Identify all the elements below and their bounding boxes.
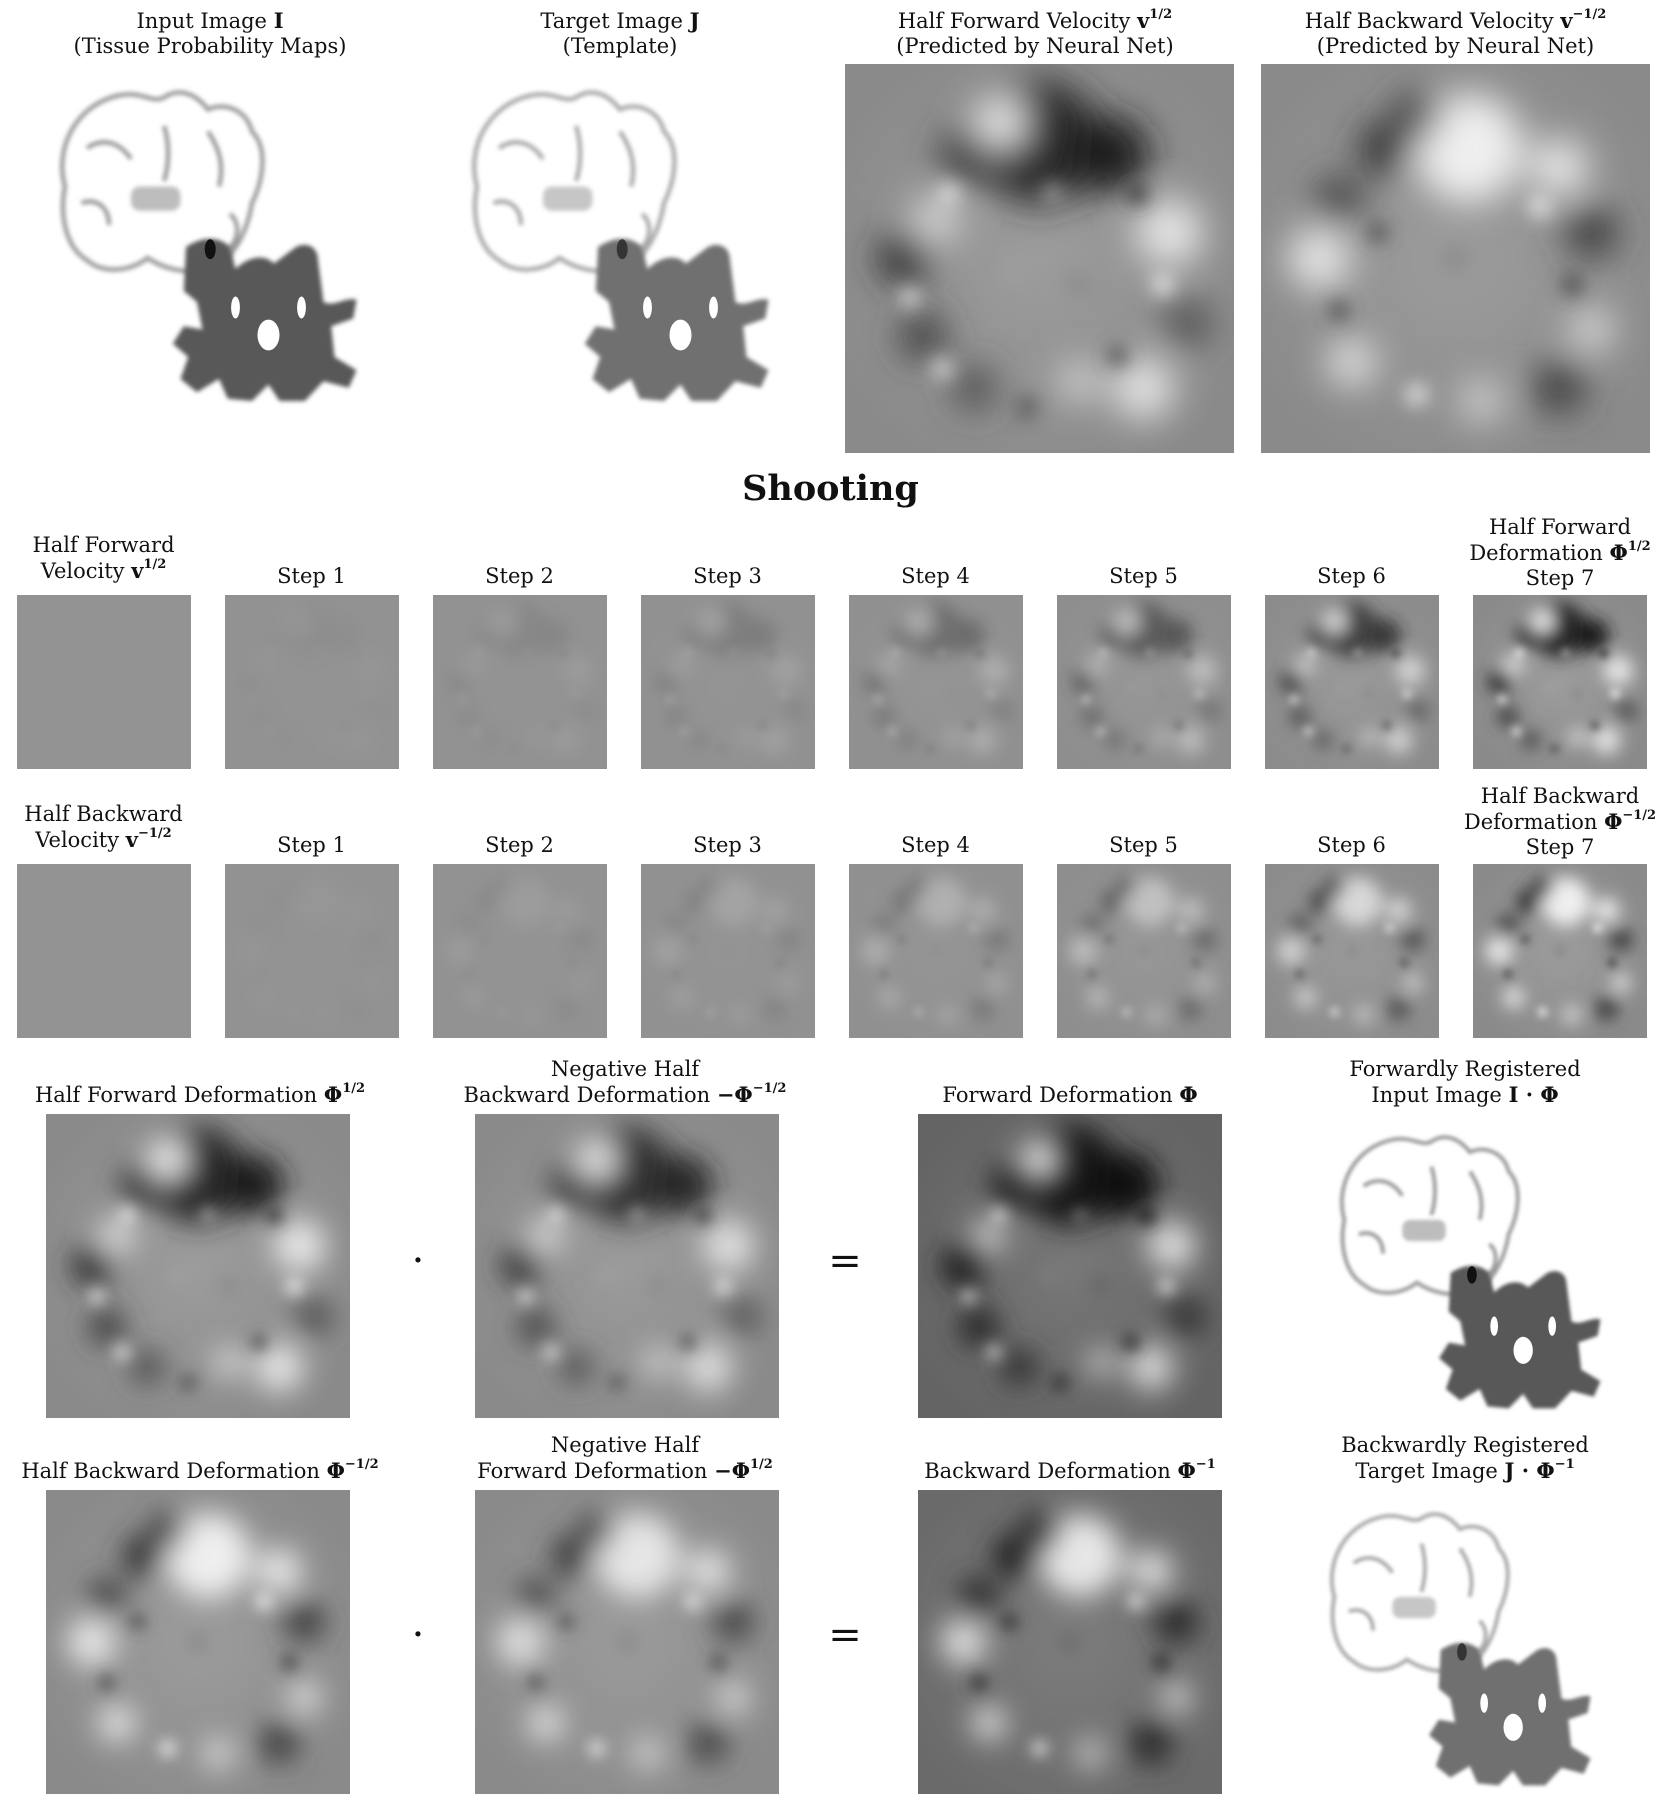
bwd-step-6-panel (1265, 864, 1439, 1038)
bwd-step-1-panel (225, 864, 399, 1038)
fwd-last-caption: Half Forward Deformation Φ1/2 Step 7 (1469, 515, 1651, 590)
bwd-step-3-caption: Step 3 (693, 833, 762, 857)
fwd-step-3-panel (641, 595, 815, 769)
bwd-row-first-caption: Half Backward Velocity v−1/2 (24, 802, 183, 852)
fwd-step-7-panel (1473, 595, 1647, 769)
fwd-step-4-caption: Step 4 (901, 564, 970, 588)
fwd-step-2-caption: Step 2 (485, 564, 554, 588)
half-backward-velocity-caption: Half Backward Velocity v−1/2 (Predicted … (1304, 7, 1607, 58)
half-forward-velocity-caption: Half Forward Velocity v1/2 (Predicted by… (896, 7, 1174, 58)
comp-fwd-d-image (1325, 1128, 1615, 1418)
bwd-step-6-caption: Step 6 (1317, 833, 1386, 857)
bwd-last-caption: Half Backward Deformation Φ−1/2 Step 7 (1463, 784, 1657, 859)
fwd-step-6-caption: Step 6 (1317, 564, 1386, 588)
comp-bwd-d-caption: Backwardly Registered Target Image J · Φ… (1341, 1433, 1589, 1483)
comp-bwd-d-image (1310, 1505, 1610, 1795)
bwd-step-2-caption: Step 2 (485, 833, 554, 857)
fwd-row-first-caption: Half Forward Velocity v1/2 (32, 533, 175, 583)
bwd-step-1-caption: Step 1 (277, 833, 346, 857)
fwd-step-5-panel (1057, 595, 1231, 769)
comp-bwd-c-caption: Backward Deformation Φ−1 (924, 1457, 1216, 1483)
comp-bwd-equals: = (828, 1612, 862, 1658)
comp-fwd-a-caption: Half Forward Deformation Φ1/2 (34, 1081, 366, 1107)
comp-fwd-c-caption: Forward Deformation Φ (942, 1082, 1198, 1107)
fwd-step-1-panel (225, 595, 399, 769)
comp-bwd-a-caption: Half Backward Deformation Φ−1/2 (21, 1457, 379, 1483)
comp-bwd-c-panel (918, 1490, 1222, 1794)
input-image-caption: Input Image I (Tissue Probability Maps) (73, 8, 347, 58)
bwd-step-4-caption: Step 4 (901, 833, 970, 857)
bwd-step-2-panel (433, 864, 607, 1038)
bwd-velocity-panel (17, 864, 191, 1038)
comp-bwd-a-panel (46, 1490, 350, 1794)
fwd-step-5-caption: Step 5 (1109, 564, 1178, 588)
comp-fwd-a-panel (46, 1114, 350, 1418)
comp-fwd-d-caption: Forwardly Registered Input Image I · Φ (1349, 1057, 1581, 1107)
fwd-step-1-caption: Step 1 (277, 564, 346, 588)
comp-fwd-equals: = (828, 1238, 862, 1284)
bwd-step-7-panel (1473, 864, 1647, 1038)
comp-bwd-b-panel (475, 1490, 779, 1794)
fwd-step-4-panel (849, 595, 1023, 769)
comp-fwd-b-caption: Negative Half Backward Deformation −Φ−1/… (463, 1057, 787, 1107)
comp-fwd-c-panel (918, 1114, 1222, 1418)
fwd-velocity-panel (17, 595, 191, 769)
fwd-step-6-panel (1265, 595, 1439, 769)
bwd-step-3-panel (641, 864, 815, 1038)
half-forward-velocity-panel (845, 64, 1234, 453)
input-image (38, 82, 378, 412)
bwd-step-4-panel (849, 864, 1023, 1038)
section-title-shooting: Shooting (742, 468, 919, 509)
bwd-step-5-panel (1057, 864, 1231, 1038)
target-image (450, 82, 790, 412)
comp-bwd-dot: · (411, 1612, 425, 1658)
comp-fwd-dot: · (411, 1238, 425, 1284)
bwd-step-5-caption: Step 5 (1109, 833, 1178, 857)
fwd-step-2-panel (433, 595, 607, 769)
comp-bwd-b-caption: Negative Half Forward Deformation −Φ1/2 (477, 1433, 773, 1483)
half-backward-velocity-panel (1261, 64, 1650, 453)
target-image-caption: Target Image J (Template) (540, 8, 700, 58)
comp-fwd-b-panel (475, 1114, 779, 1418)
fwd-step-3-caption: Step 3 (693, 564, 762, 588)
